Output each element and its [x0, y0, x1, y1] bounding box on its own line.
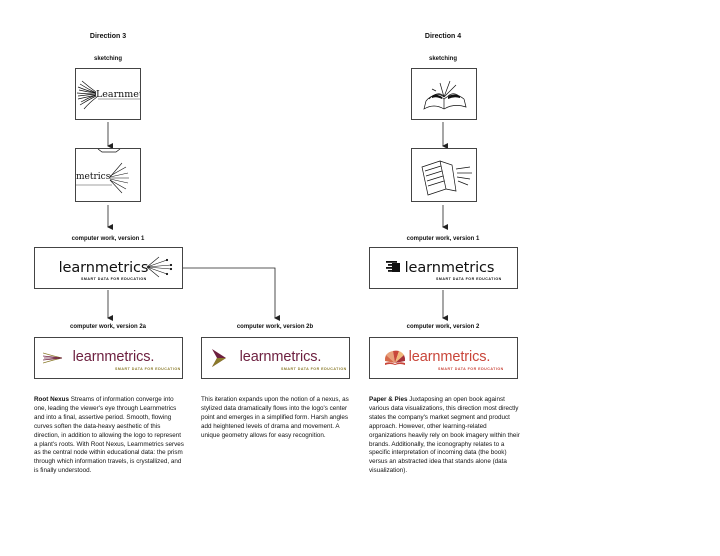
direction-3-v1-label: computer work, version 1	[71, 236, 145, 242]
direction-4-v2-tagline: SMART DATA FOR EDUCATION	[438, 367, 504, 371]
root-lines-icon	[43, 352, 63, 364]
direction-4-sketch-1	[411, 68, 477, 120]
direction-4-sketch-2	[411, 148, 477, 202]
paper-pies-title: Paper & Pies	[369, 396, 408, 403]
open-book-sketch-icon	[423, 80, 467, 110]
direction-3-v2b-tagline: SMART DATA FOR EDUCATION	[281, 367, 347, 371]
direction-4-v1-box: learnmetrics SMART DATA FOR EDUCATION	[369, 247, 518, 289]
direction-3-v2a-wordmark: learnmetrics.	[72, 349, 155, 365]
direction-3-v2b-label: computer work, version 2b	[236, 324, 314, 330]
book-data-sketch-icon	[421, 160, 472, 196]
direction-3-sketching-label: sketching	[93, 56, 122, 62]
direction-4-title: Direction 4	[424, 33, 462, 40]
direction-4-v2-box: learnmetrics. SMART DATA FOR EDUCATION	[369, 337, 518, 379]
direction-3-root-nexus-description: Root Nexus Streams of information conver…	[34, 396, 184, 476]
book-pie-icon	[384, 350, 406, 365]
root-nexus-body: Streams of information converge into one…	[34, 396, 184, 475]
direction-4-sketching-label: sketching	[428, 56, 457, 62]
nexus-burst-icon	[146, 256, 173, 278]
svg-text:Learnmet: Learnmet	[96, 89, 141, 100]
direction-3-v2a-label: computer work, version 2a	[69, 324, 147, 330]
direction-3-v2a-box: learnmetrics. SMART DATA FOR EDUCATION	[34, 337, 183, 379]
angular-nexus-icon	[212, 349, 226, 367]
direction-3-v2a-tagline: SMART DATA FOR EDUCATION	[115, 367, 181, 371]
direction-3-sketch-1: Learnmet	[75, 68, 141, 120]
direction-3-v1-wordmark: learnmetrics	[58, 260, 149, 276]
direction-4-v1-label: computer work, version 1	[406, 236, 480, 242]
direction-4-v1-wordmark: learnmetrics	[404, 260, 495, 276]
metrics-sketch-icon: metrics	[76, 149, 129, 194]
arrow-d3-v1-to-v2b	[183, 267, 280, 321]
direction-3-v2b-box: learnmetrics. SMART DATA FOR EDUCATION	[201, 337, 350, 379]
direction-4-paper-pies-description: Paper & Pies Juxtaposing an open book ag…	[369, 396, 521, 476]
paper-pies-body: Juxtaposing an open book against various…	[369, 396, 520, 475]
direction-3-v2b-description: This iteration expands upon the notion o…	[201, 396, 349, 439]
direction-3-title: Direction 3	[89, 33, 127, 40]
svg-text:metrics: metrics	[76, 172, 111, 182]
direction-4-v1-tagline: SMART DATA FOR EDUCATION	[436, 277, 502, 281]
direction-4-v2-label: computer work, version 2	[406, 324, 480, 330]
direction-3-v2b-wordmark: learnmetrics.	[239, 349, 322, 365]
direction-4-v2-wordmark: learnmetrics.	[408, 349, 491, 365]
root-nexus-title: Root Nexus	[34, 396, 69, 403]
direction-3-sketch-2: metrics	[75, 148, 141, 202]
roots-sketch-icon: Learnmet	[76, 80, 141, 110]
direction-3-v1-tagline: SMART DATA FOR EDUCATION	[81, 277, 147, 281]
direction-3-v1-box: learnmetrics SMART DATA FOR EDUCATION	[34, 247, 183, 289]
book-stripes-icon	[386, 261, 400, 272]
